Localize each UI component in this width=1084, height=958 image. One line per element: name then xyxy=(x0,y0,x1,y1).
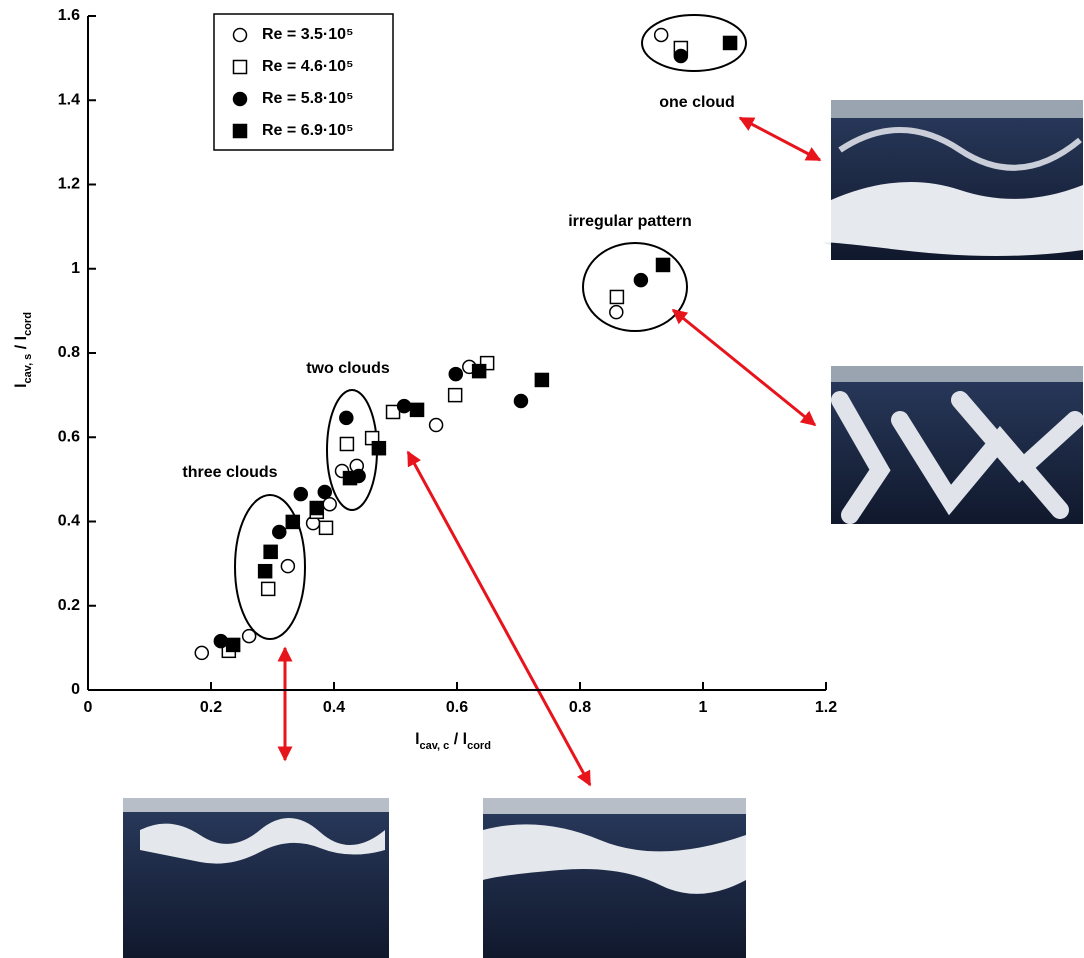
subscript: cord xyxy=(22,312,34,336)
y-tick-label: 0.6 xyxy=(58,428,80,445)
annotation: one cloud xyxy=(659,94,735,111)
marker-circle xyxy=(514,395,527,408)
marker-circle xyxy=(449,368,462,381)
marker-square xyxy=(343,472,356,485)
annotation: three clouds xyxy=(182,464,277,481)
x-tick-label: 1.2 xyxy=(815,699,837,716)
legend-label: Re = 4.6·10⁵ xyxy=(262,58,354,75)
marker-square xyxy=(372,442,385,455)
marker-circle xyxy=(243,630,256,643)
label-part: / l xyxy=(13,336,30,354)
y-tick-label: 1.4 xyxy=(58,91,80,108)
marker-circle xyxy=(674,50,687,63)
y-tick-label: 0.2 xyxy=(58,597,80,614)
subscript: cord xyxy=(467,740,491,752)
y-tick-label: 1.6 xyxy=(58,7,80,24)
marker-square xyxy=(264,545,277,558)
marker-circle xyxy=(655,28,668,41)
marker-square xyxy=(411,403,424,416)
label-part: / l xyxy=(449,731,467,748)
marker-square xyxy=(340,437,353,450)
marker-square xyxy=(320,521,333,534)
subscript: cav, s xyxy=(22,354,34,384)
legend-marker xyxy=(234,29,247,42)
marker-square xyxy=(535,373,548,386)
marker-circle xyxy=(214,635,227,648)
x-tick-label: 0.6 xyxy=(446,699,468,716)
marker-square xyxy=(610,290,623,303)
marker-square xyxy=(227,638,240,651)
photo-two-clouds xyxy=(483,798,746,958)
x-tick-label: 0.2 xyxy=(200,699,222,716)
marker-circle xyxy=(430,419,443,432)
marker-circle xyxy=(340,411,353,424)
legend-marker xyxy=(234,61,247,74)
marker-circle xyxy=(323,498,336,511)
marker-circle xyxy=(398,400,411,413)
marker-square xyxy=(286,515,299,528)
marker-circle xyxy=(318,486,331,499)
photo-irregular xyxy=(831,366,1083,524)
legend-label: Re = 6.9·10⁵ xyxy=(262,122,354,139)
x-tick-label: 0.8 xyxy=(569,699,591,716)
marker-circle xyxy=(634,274,647,287)
y-tick-label: 0 xyxy=(71,681,80,698)
x-tick-label: 0 xyxy=(84,699,93,716)
marker-square xyxy=(449,389,462,402)
legend-marker xyxy=(234,93,247,106)
marker-square xyxy=(259,565,272,578)
x-tick-label: 1 xyxy=(699,699,708,716)
legend-marker xyxy=(234,125,247,138)
y-tick-label: 1 xyxy=(71,260,80,277)
marker-circle xyxy=(610,306,623,319)
marker-square xyxy=(724,36,737,49)
subscript: cav, c xyxy=(420,740,450,752)
legend-label: Re = 5.8·10⁵ xyxy=(262,90,354,107)
marker-square xyxy=(657,258,670,271)
annotation: two clouds xyxy=(306,360,390,377)
y-tick-label: 0.8 xyxy=(58,344,80,361)
x-tick-label: 0.4 xyxy=(323,699,345,716)
xlabel-label: lcav, c / lcord xyxy=(415,731,491,752)
annotation: irregular pattern xyxy=(568,213,692,230)
marker-circle xyxy=(195,646,208,659)
marker-circle xyxy=(294,488,307,501)
marker-square xyxy=(310,502,323,515)
y-tick-label: 0.4 xyxy=(58,513,80,530)
marker-circle xyxy=(273,526,286,539)
legend-label: Re = 3.5·10⁵ xyxy=(262,26,354,43)
ylabel-label: lcav, s / lcord xyxy=(13,312,34,388)
photo-one-cloud xyxy=(824,100,1083,260)
arrows xyxy=(285,118,820,785)
photo-three-clouds xyxy=(123,798,389,958)
y-tick-label: 1.2 xyxy=(58,176,80,193)
marker-square xyxy=(262,582,275,595)
marker-circle xyxy=(281,560,294,573)
marker-square xyxy=(473,365,486,378)
chart: one cloud irregular pattern two clouds t… xyxy=(0,0,1084,958)
